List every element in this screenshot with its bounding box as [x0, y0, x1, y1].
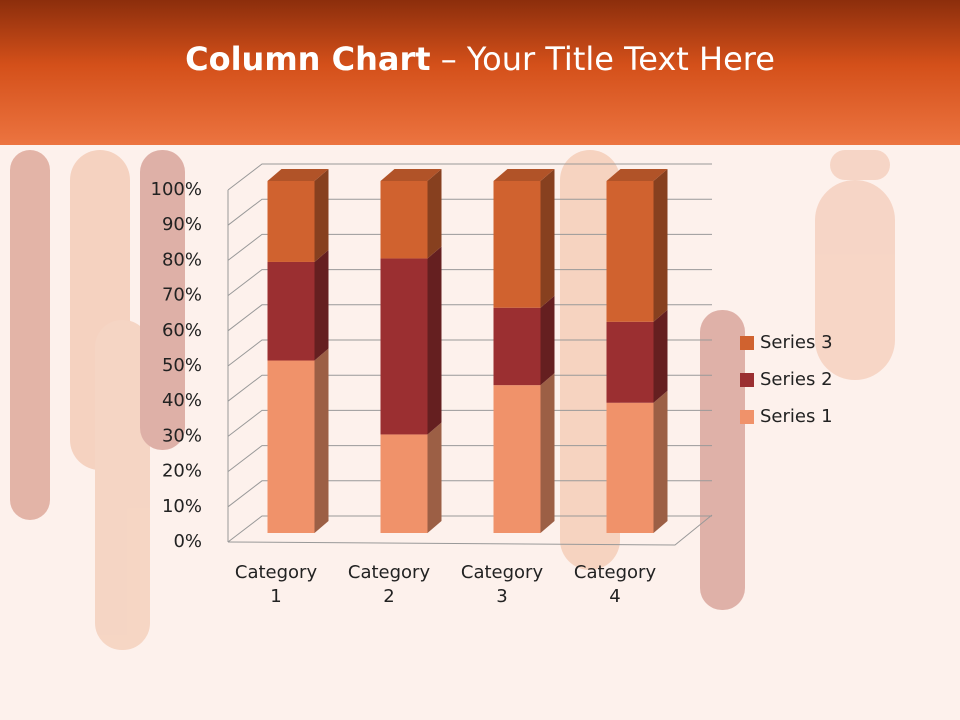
bar	[267, 181, 315, 262]
x-tick-label: Category 4	[573, 562, 657, 607]
x-tick-label: Category 3	[460, 562, 544, 607]
bar	[380, 434, 428, 533]
grid-line	[227, 198, 712, 226]
bar	[493, 385, 541, 533]
legend-label: Series 1	[760, 406, 833, 427]
y-tick-label: 10%	[162, 496, 202, 517]
bar-side	[653, 169, 668, 322]
floor	[227, 514, 713, 546]
x-tick-label: Category 1	[234, 562, 318, 607]
bar	[267, 261, 315, 361]
grid-line	[227, 339, 712, 367]
bar-side	[427, 422, 442, 533]
bar-side	[314, 249, 329, 361]
background-sausages	[10, 150, 895, 650]
bar-side	[653, 390, 668, 533]
bar-side	[427, 246, 442, 435]
y-tick-label: 20%	[162, 461, 202, 482]
y-tick-label: 70%	[162, 285, 202, 306]
grid-line	[227, 304, 712, 332]
bar-top	[493, 169, 555, 181]
bar-side	[314, 169, 329, 262]
bar	[493, 181, 541, 308]
grid-line	[227, 233, 712, 261]
bar	[606, 321, 654, 403]
bar	[380, 181, 428, 259]
bar-top	[606, 169, 668, 181]
legend-swatch	[740, 410, 754, 424]
legend-swatch	[740, 373, 754, 387]
y-tick-label: 90%	[162, 214, 202, 235]
y-tick-label: 60%	[162, 320, 202, 341]
bar-top	[380, 169, 442, 181]
title-bold: Column Chart	[185, 40, 431, 78]
bar-side	[540, 373, 555, 533]
bar	[606, 181, 654, 322]
title-rest: – Your Title Text Here	[440, 40, 775, 78]
y-tick-label: 80%	[162, 249, 202, 270]
bar	[267, 360, 315, 533]
legend-label: Series 2	[760, 369, 833, 390]
y-tick-label: 30%	[162, 425, 202, 446]
grid-line	[227, 269, 712, 296]
bar-side	[314, 348, 329, 533]
bar-side	[540, 169, 555, 308]
legend-swatch	[740, 336, 754, 350]
bar-side	[540, 295, 555, 386]
legend-label: Series 3	[760, 332, 833, 353]
bar-top	[267, 169, 329, 181]
grid-line	[227, 480, 712, 508]
bar	[606, 402, 654, 533]
bar	[380, 258, 428, 435]
header-band	[0, 0, 960, 145]
grid-line	[227, 374, 712, 402]
grid-line	[227, 445, 712, 472]
slide-title: Column Chart – Your Title Text Here	[0, 40, 960, 78]
y-tick-label: 40%	[162, 390, 202, 411]
grid-line	[227, 515, 712, 543]
y-tick-label: 100%	[151, 179, 202, 200]
y-tick-label: 0%	[173, 531, 202, 552]
y-tick-label: 50%	[162, 355, 202, 376]
x-tick-label: Category 2	[347, 562, 431, 607]
bar-side	[653, 309, 668, 403]
bar-side	[427, 169, 442, 259]
grid-line	[227, 409, 712, 437]
grid-line	[227, 163, 712, 191]
bar	[493, 307, 541, 386]
